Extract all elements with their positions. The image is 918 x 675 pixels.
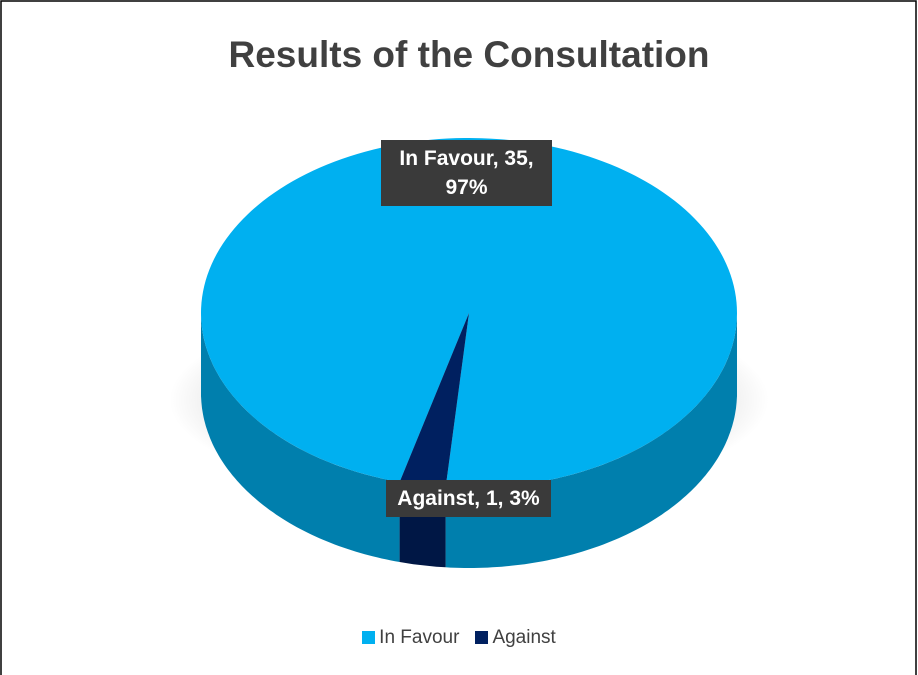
data-label: Against, 1, 3%	[386, 480, 551, 517]
legend-label: In Favour	[379, 627, 460, 648]
chart-title: Results of the Consultation	[229, 34, 710, 75]
legend-item: Against	[475, 627, 556, 649]
legend-item: In Favour	[362, 627, 459, 649]
legend-swatch	[475, 631, 489, 644]
data-label: In Favour, 35, 97%	[381, 140, 552, 206]
slice-side	[201, 313, 400, 562]
slice	[399, 313, 469, 488]
legend-label: Against	[492, 627, 556, 648]
legend-swatch	[362, 631, 376, 644]
legend: In Favour Against	[0, 627, 918, 649]
slice	[200, 138, 737, 489]
